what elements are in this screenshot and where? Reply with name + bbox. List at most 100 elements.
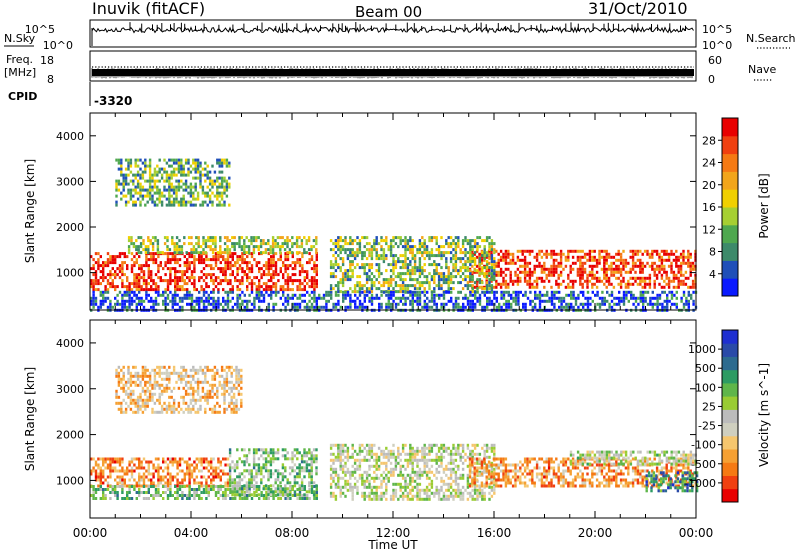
scatter-cell <box>653 261 656 265</box>
scatter-cell <box>154 302 158 306</box>
scatter-cell <box>97 288 100 292</box>
scatter-cell <box>198 305 201 309</box>
scatter-cell <box>675 255 678 259</box>
scatter-cell <box>190 293 194 297</box>
scatter-cell <box>570 290 573 294</box>
scatter-cell <box>404 254 407 258</box>
scatter-cell <box>442 293 446 297</box>
scatter-cell <box>306 261 309 265</box>
scatter-cell <box>670 279 673 283</box>
scatter-cell <box>392 269 395 273</box>
scatter-cell <box>670 296 674 300</box>
scatter-cell <box>250 484 253 488</box>
scatter-cell <box>193 285 196 289</box>
scatter-cell <box>162 478 165 482</box>
scatter-cell <box>212 475 215 479</box>
scatter-cell <box>469 293 472 297</box>
scatter-cell <box>233 248 236 252</box>
scatter-cell <box>166 488 170 491</box>
scatter-cell <box>493 275 496 279</box>
scatter-cell <box>452 266 455 270</box>
scatter-cell <box>214 239 217 243</box>
scatter-cell <box>301 252 304 256</box>
scatter-cell <box>473 260 477 264</box>
scatter-cell <box>193 270 196 274</box>
scatter-cell <box>531 282 534 286</box>
scatter-cell <box>150 276 153 280</box>
scatter-cell <box>136 158 140 162</box>
freq-trace <box>91 66 694 79</box>
scatter-cell <box>502 270 505 274</box>
scatter-cell <box>334 263 338 267</box>
scatter-cell <box>363 254 366 258</box>
scatter-cell <box>649 299 652 303</box>
scatter-cell <box>228 161 231 165</box>
scatter-cell <box>461 278 465 282</box>
scatter-cell <box>399 275 402 279</box>
scatter-cell <box>194 158 197 162</box>
scatter-cell <box>216 161 219 165</box>
scatter-cell <box>358 275 362 279</box>
scatter-cell <box>150 273 153 277</box>
scatter-cell <box>213 170 217 174</box>
scatter-cell <box>222 270 225 274</box>
scatter-cell <box>399 278 402 282</box>
scatter-cell <box>151 179 154 183</box>
scatter-cell <box>533 264 536 268</box>
scatter-cell <box>428 305 431 309</box>
scatter-cell <box>146 194 149 198</box>
scatter-cell <box>118 478 122 482</box>
scatter-cell <box>187 191 190 195</box>
scatter-cell <box>313 485 316 488</box>
scatter-cell <box>475 282 479 286</box>
scatter-cell <box>334 260 338 264</box>
scatter-cell <box>176 285 179 289</box>
scatter-cell <box>121 270 124 274</box>
scatter-cell <box>651 296 654 300</box>
scatter-cell <box>454 263 458 267</box>
scatter-cell <box>265 267 268 271</box>
scatter-cell <box>478 260 482 264</box>
scatter-cell <box>228 466 232 470</box>
scatter-cell <box>252 484 256 488</box>
scatter-cell <box>452 248 455 252</box>
scatter-cell <box>521 264 524 268</box>
scatter-cell <box>142 273 146 277</box>
scatter-cell <box>126 290 129 294</box>
scatter-cell <box>260 276 263 280</box>
scatter-cell <box>109 282 112 286</box>
scatter-cell <box>231 236 234 240</box>
scatter-cell <box>240 490 244 494</box>
scatter-cell <box>272 302 275 306</box>
scatter-cell <box>404 287 407 291</box>
scatter-cell <box>481 281 484 285</box>
scatter-cell <box>134 161 137 165</box>
scatter-cell <box>135 288 138 292</box>
scatter-cell <box>512 290 515 294</box>
scatter-cell <box>166 481 170 485</box>
scatter-cell <box>433 296 436 300</box>
scatter-cell <box>138 478 141 482</box>
scatter-cell <box>114 491 117 494</box>
scatter-cell <box>474 293 477 297</box>
scatter-cell <box>267 490 270 494</box>
scatter-cell <box>486 305 489 309</box>
scatter-cell <box>150 252 153 256</box>
scatter-cell <box>274 282 278 286</box>
scatter-cell <box>160 173 164 177</box>
scatter-cell <box>265 261 268 265</box>
scatter-cell <box>404 263 407 267</box>
scatter-cell <box>610 261 613 265</box>
scatter-cell <box>264 466 268 470</box>
scatter-cell <box>619 282 623 286</box>
scatter-cell <box>680 299 683 303</box>
scatter-cell <box>147 264 150 268</box>
scatter-cell <box>535 255 539 259</box>
scatter-cell <box>497 258 500 262</box>
scatter-cell <box>687 258 690 262</box>
scatter-cell <box>193 276 196 280</box>
scatter-cell <box>224 258 227 262</box>
scatter-cell <box>284 279 287 283</box>
scatter-cell <box>114 460 117 464</box>
scatter-cell <box>334 251 338 255</box>
